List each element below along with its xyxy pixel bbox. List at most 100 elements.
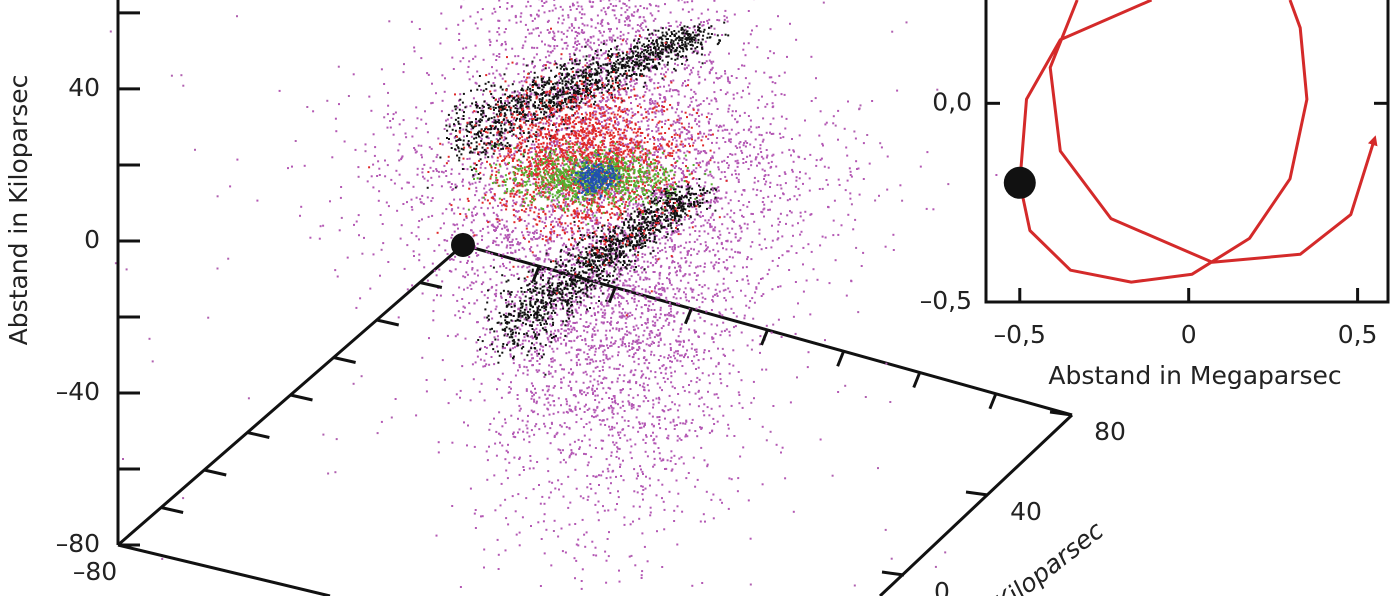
particle — [550, 365, 553, 368]
particle — [685, 419, 688, 422]
particle — [818, 188, 821, 190]
particle — [552, 400, 555, 403]
particle — [709, 68, 712, 71]
particle — [737, 178, 740, 181]
particle — [639, 278, 642, 281]
particle — [669, 183, 672, 186]
particle — [601, 369, 604, 372]
particle — [659, 309, 662, 312]
particle — [605, 337, 608, 340]
particle — [696, 104, 699, 107]
particle — [553, 338, 556, 341]
particle — [591, 415, 593, 418]
particle — [727, 78, 730, 81]
particle — [554, 7, 557, 10]
particle — [642, 278, 645, 281]
particle — [677, 245, 680, 248]
particle — [707, 287, 710, 290]
particle — [598, 30, 601, 32]
particle — [548, 496, 551, 499]
particle — [753, 301, 756, 304]
particle — [735, 315, 738, 318]
particle — [476, 27, 479, 30]
particle — [596, 22, 599, 25]
particle — [615, 292, 618, 295]
particle — [534, 157, 537, 160]
particle — [661, 189, 664, 192]
particle — [617, 253, 620, 256]
particle — [678, 167, 681, 170]
particle — [636, 408, 639, 411]
particle — [575, 487, 578, 490]
particle — [613, 261, 616, 264]
particle — [552, 210, 554, 213]
particle — [659, 306, 662, 309]
particle — [674, 357, 677, 360]
particle — [588, 250, 591, 253]
particle — [628, 47, 631, 50]
particle — [675, 339, 678, 342]
particle — [712, 300, 715, 303]
particle — [600, 106, 603, 108]
particle — [631, 297, 633, 300]
particle — [433, 269, 436, 272]
particle — [517, 243, 520, 246]
particle — [564, 285, 567, 287]
particle — [535, 402, 538, 405]
particle — [533, 146, 536, 149]
particle — [734, 190, 737, 193]
particle — [639, 5, 642, 7]
particle — [762, 157, 765, 160]
particle — [585, 321, 588, 324]
particle — [580, 147, 583, 150]
particle — [506, 2, 509, 4]
particle — [772, 405, 775, 407]
particle — [595, 211, 598, 214]
particle — [485, 246, 488, 249]
particle — [631, 260, 633, 263]
particle — [632, 406, 635, 409]
particle — [493, 363, 496, 366]
particle — [695, 298, 698, 301]
particle — [729, 138, 732, 141]
particle — [525, 188, 528, 191]
particle — [622, 336, 625, 339]
particle — [497, 169, 500, 172]
particle — [647, 308, 650, 311]
particle — [728, 330, 731, 333]
particle — [726, 162, 729, 164]
particle — [657, 329, 660, 331]
particle — [537, 132, 540, 135]
particle — [778, 257, 780, 259]
particle — [635, 381, 638, 383]
particle — [440, 170, 443, 173]
particle — [580, 260, 583, 263]
particle — [730, 271, 733, 274]
particle — [735, 133, 738, 136]
particle — [658, 422, 660, 425]
particle — [531, 62, 534, 65]
particle — [701, 582, 704, 584]
particle — [760, 295, 763, 297]
particle — [613, 190, 616, 193]
particle — [684, 80, 686, 83]
particle — [677, 90, 680, 93]
particle — [594, 546, 597, 549]
particle — [605, 90, 608, 93]
particle — [727, 287, 730, 290]
particle — [514, 374, 517, 377]
particle — [469, 399, 472, 402]
particle — [569, 443, 572, 446]
particle — [550, 119, 553, 122]
particle — [534, 425, 537, 428]
particle — [452, 258, 455, 261]
particle — [617, 431, 619, 434]
particle — [364, 143, 367, 146]
particle — [654, 286, 656, 289]
particle — [822, 1, 825, 4]
particle — [546, 20, 549, 23]
particle — [402, 203, 405, 205]
particle — [485, 148, 488, 151]
particle — [510, 328, 512, 331]
particle — [581, 217, 584, 220]
